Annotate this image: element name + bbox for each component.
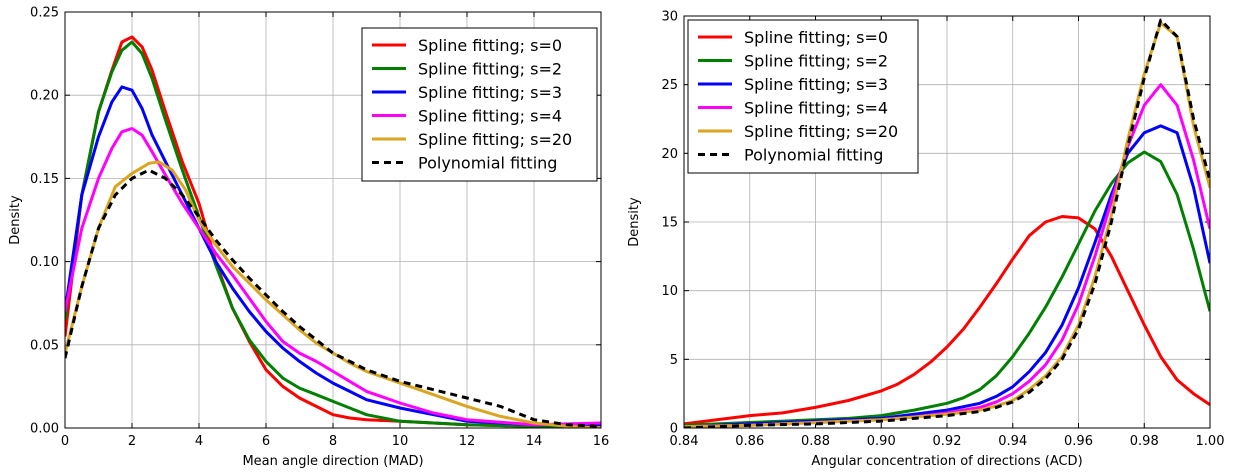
x-tick-label: 8	[329, 434, 337, 449]
series-line-1	[684, 215, 1210, 426]
x-tick-label: 0.88	[801, 434, 830, 449]
x-tick-label: 0.96	[1064, 434, 1093, 449]
x-tick-label: 6	[262, 434, 270, 449]
y-tick-label: 25	[661, 78, 678, 93]
x-tick-label: 0.84	[670, 434, 699, 449]
legend: Spline fitting; s=0 Spline fitting; s=2 Sp…	[687, 19, 919, 174]
y-axis-label: Density	[627, 197, 642, 247]
y-tick-label: 0	[670, 422, 678, 437]
legend-label: Polynomial fitting	[418, 154, 557, 173]
x-tick-label: 10	[392, 434, 409, 449]
x-tick-label: 16	[593, 434, 610, 449]
y-tick-label: 0.25	[30, 6, 59, 21]
x-tick-label: 0	[61, 434, 69, 449]
y-tick-label: 0.05	[30, 338, 59, 353]
chart-panel-2: 0.84 0.86 0.88 0.90 0.92 0.94 0.96 0.98 1.00 0 5 10…	[627, 10, 1224, 470]
plot-frame	[683, 15, 1211, 429]
series-line-6	[684, 18, 1210, 428]
legend-label: Spline fitting; s=0	[744, 28, 888, 47]
legend-label: Spline fitting; s=3	[744, 75, 888, 94]
legend-label: Spline fitting; s=4	[418, 107, 562, 126]
legend-label: Spline fitting; s=4	[744, 99, 888, 118]
y-tick-label: 10	[661, 284, 678, 299]
series-line-2	[684, 150, 1210, 427]
y-tick-label: 0.10	[30, 255, 59, 270]
series-line-5	[65, 160, 601, 428]
x-tick-label: 0.86	[735, 434, 764, 449]
y-tick-label: 0.20	[30, 89, 59, 104]
legend: Spline fitting; s=0 Spline fitting; s=2 Sp…	[361, 27, 598, 182]
x-tick-label: 0.90	[867, 434, 896, 449]
x-tick-label: 0.94	[998, 434, 1027, 449]
legend-label: Spline fitting; s=3	[418, 83, 562, 102]
series-lines	[65, 35, 601, 428]
plot-frame	[64, 11, 602, 429]
legend-label: Polynomial fitting	[744, 146, 883, 165]
chart-panel-1: 0 2 4 6 8 10 12 14 16 0.00 0.05 0.10 0.15 0.20 0.25 Mea…	[8, 6, 609, 470]
series-line-3	[65, 85, 601, 427]
x-tick-label: 0.92	[933, 434, 962, 449]
x-axis-label: Angular concentration of directions (ACD…	[811, 454, 1082, 469]
x-tick-label: 12	[459, 434, 476, 449]
legend-box	[361, 27, 598, 182]
x-tick-label: 1.00	[1196, 434, 1225, 449]
x-tick-label: 4	[195, 434, 203, 449]
x-tick-label: 0.98	[1130, 434, 1159, 449]
y-tick-label: 20	[661, 147, 678, 162]
legend-label: Spline fitting; s=2	[418, 60, 562, 79]
y-tick-label: 0.15	[30, 172, 59, 187]
y-axis-label: Density	[8, 195, 23, 245]
series-line-2	[65, 40, 601, 428]
series-line-4	[65, 127, 601, 427]
y-tick-label: 0.00	[30, 422, 59, 437]
series-line-6	[65, 168, 601, 428]
legend-label: Spline fitting; s=2	[744, 52, 888, 71]
y-tick-label: 30	[661, 10, 678, 25]
series-lines	[684, 18, 1210, 428]
x-tick-label: 2	[128, 434, 136, 449]
legend-label: Spline fitting; s=20	[418, 130, 572, 149]
x-axis-label: Mean angle direction (MAD)	[242, 454, 423, 469]
series-line-3	[684, 124, 1210, 428]
y-tick-label: 15	[661, 216, 678, 231]
x-tick-label: 14	[526, 434, 543, 449]
legend-box	[687, 19, 919, 174]
legend-label: Spline fitting; s=0	[418, 36, 562, 55]
legend-label: Spline fitting; s=20	[744, 122, 898, 141]
y-tick-label: 5	[670, 353, 678, 368]
